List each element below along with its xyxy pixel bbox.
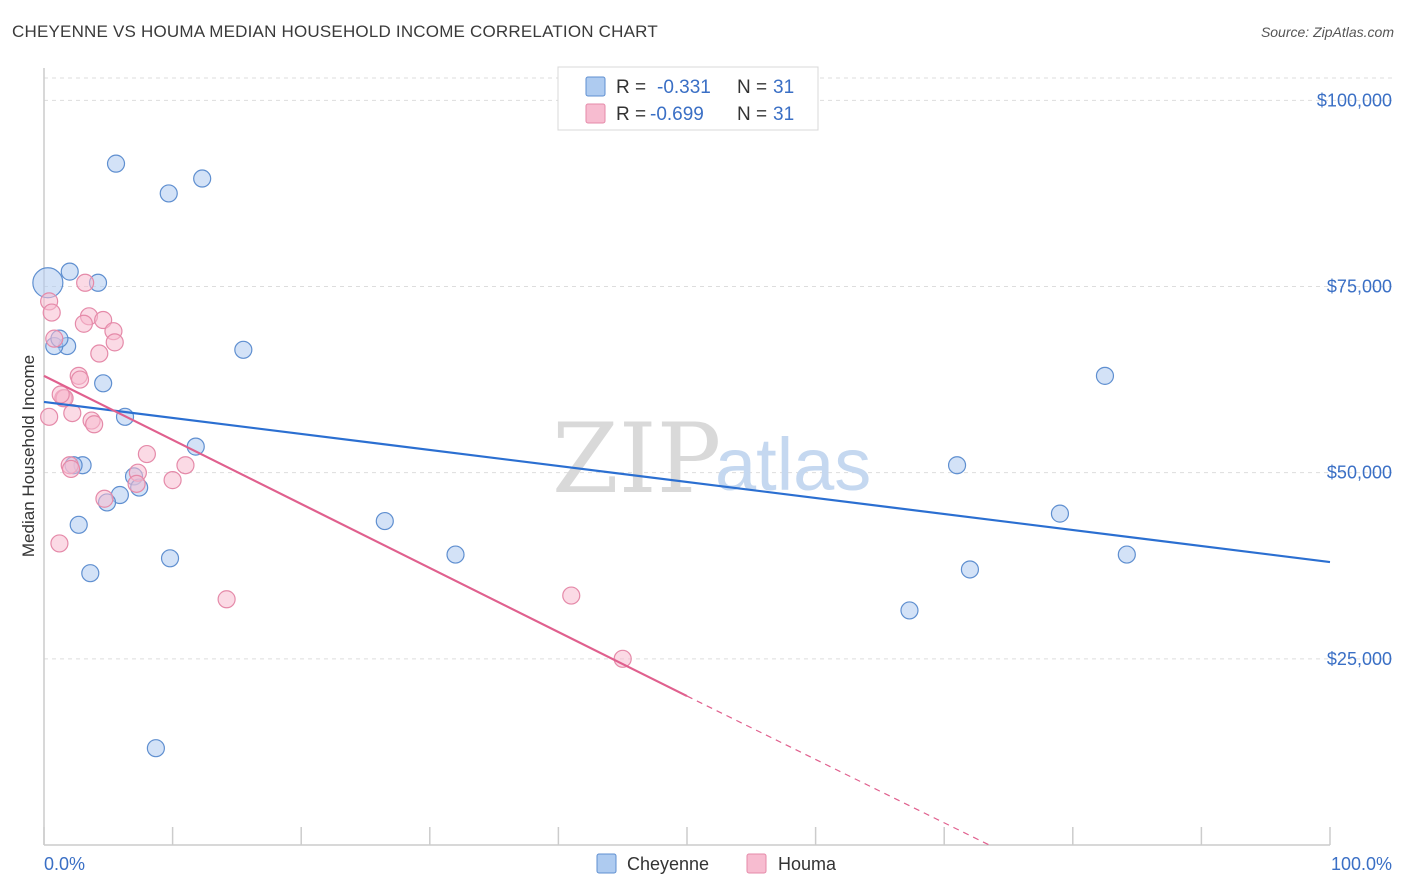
- trend-lines: [43, 374, 1331, 846]
- houma-trend-extension: [686, 695, 990, 846]
- watermark: ZIP atlas: [552, 403, 871, 515]
- houma-point: [42, 303, 61, 322]
- legend-r-label-houma: R =: [616, 104, 646, 125]
- houma-point: [61, 459, 81, 479]
- houma-point: [94, 310, 113, 330]
- legend-n-label-cheyenne: N =: [737, 77, 767, 98]
- x-tick-label-max: 100.0%: [1331, 854, 1392, 874]
- cheyenne-point: [960, 560, 980, 579]
- cheyenne-point: [1095, 366, 1115, 385]
- houma-point: [51, 385, 70, 404]
- legend-swatch-houma: [585, 103, 606, 124]
- houma-point: [85, 415, 104, 434]
- houma-point: [217, 590, 236, 609]
- houma-point: [163, 471, 182, 490]
- legend-n-value-cheyenne: 31: [773, 77, 794, 98]
- cheyenne-point: [146, 739, 165, 758]
- y-tick-label: $75,000: [1327, 277, 1392, 297]
- houma-point: [45, 329, 64, 348]
- legend-swatch-cheyenne: [585, 76, 606, 97]
- houma-point: [40, 407, 59, 426]
- bottom-legend-swatch-cheyenne: [596, 853, 617, 874]
- legend-n-label-houma: N =: [737, 104, 767, 125]
- houma-trend-line: [43, 374, 688, 698]
- houma-point: [95, 489, 114, 508]
- cheyenne-point: [106, 154, 126, 173]
- houma-point: [176, 456, 195, 475]
- cheyenne-point: [1050, 504, 1070, 523]
- cheyenne-point: [234, 340, 253, 359]
- legend-r-value-houma: -0.699: [650, 104, 704, 125]
- houma-point: [50, 534, 69, 553]
- gridlines: [44, 77, 1392, 660]
- cheyenne-point: [1117, 545, 1136, 564]
- source-label: Source: ZipAtlas.com: [1260, 24, 1394, 40]
- cheyenne-point: [69, 515, 88, 534]
- houma-point: [105, 333, 124, 352]
- cheyenne-point: [81, 564, 100, 583]
- y-tick-labels: $25,000 $50,000 $75,000 $100,000: [1317, 90, 1392, 668]
- cheyenne-point: [446, 545, 465, 564]
- cheyenne-point: [60, 262, 79, 281]
- legend-r-label-cheyenne: R =: [616, 77, 646, 98]
- houma-point: [137, 444, 156, 464]
- series-legend: Cheyenne Houma: [596, 853, 837, 874]
- watermark-zip: ZIP: [552, 403, 721, 515]
- y-tick-label: $25,000: [1327, 649, 1392, 669]
- houma-point: [70, 370, 90, 389]
- cheyenne-point: [160, 549, 180, 568]
- cheyenne-point: [94, 374, 113, 393]
- y-tick-label: $50,000: [1327, 463, 1392, 483]
- houma-point: [90, 344, 109, 363]
- cheyenne-point: [193, 169, 212, 188]
- x-tick-labels: 0.0% 100.0%: [44, 854, 1392, 874]
- houma-point: [562, 586, 581, 605]
- data-points: [32, 154, 1136, 758]
- cheyenne-point: [900, 601, 919, 620]
- cheyenne-point: [159, 184, 178, 203]
- x-tick-label-min: 0.0%: [44, 854, 85, 874]
- cheyenne-point: [375, 511, 394, 531]
- bottom-legend-label-houma: Houma: [778, 854, 837, 874]
- cheyenne-trend-line: [43, 400, 1331, 564]
- stats-legend: R = -0.331 N = 31 R = -0.699 N = 31: [557, 66, 819, 131]
- y-axis-title: Median Household Income: [19, 355, 38, 557]
- watermark-atlas: atlas: [715, 423, 871, 506]
- y-tick-label: $100,000: [1317, 90, 1392, 110]
- bottom-legend-swatch-houma: [746, 853, 767, 874]
- houma-point: [74, 314, 93, 333]
- houma-point: [76, 273, 95, 292]
- bottom-legend-label-cheyenne: Cheyenne: [627, 854, 709, 874]
- legend-n-value-houma: 31: [773, 104, 794, 125]
- cheyenne-point: [947, 456, 967, 475]
- houma-point: [127, 474, 146, 493]
- chart-title: CHEYENNE VS HOUMA MEDIAN HOUSEHOLD INCOM…: [12, 22, 658, 41]
- legend-r-value-cheyenne: -0.331: [657, 77, 711, 98]
- axes: [43, 68, 1331, 846]
